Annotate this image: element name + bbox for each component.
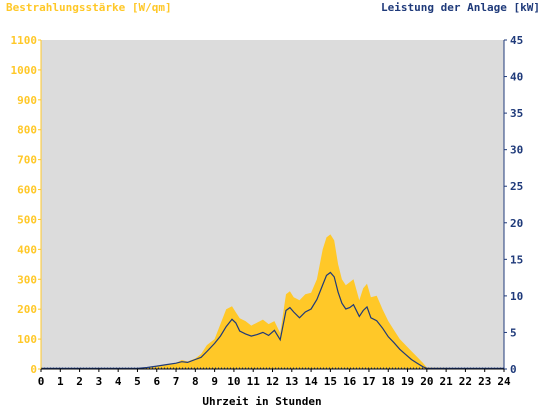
- x-tick-label: 18: [382, 375, 395, 388]
- x-tick-label: 21: [440, 375, 454, 388]
- x-tick-label: 0: [38, 375, 45, 388]
- x-tick-label: 19: [401, 375, 414, 388]
- x-tick-label: 6: [153, 375, 160, 388]
- right-tick-label: 0: [510, 363, 517, 376]
- left-tick-label: 300: [17, 273, 37, 286]
- x-tick-label: 5: [134, 375, 141, 388]
- right-axis-title: Leistung der Anlage [kW]: [381, 1, 540, 14]
- left-tick-label: 500: [17, 213, 37, 226]
- right-tick-label: 30: [510, 144, 523, 157]
- x-tick-label: 24: [497, 375, 511, 388]
- x-tick-label: 14: [304, 375, 318, 388]
- left-tick-label: 700: [17, 154, 37, 167]
- right-tick-label: 45: [510, 34, 523, 47]
- ticks-layer: 0100200300400500600700800900100011000510…: [11, 34, 524, 388]
- x-tick-label: 12: [266, 375, 279, 388]
- left-tick-label: 1000: [11, 64, 38, 77]
- left-tick-label: 800: [17, 124, 37, 137]
- x-tick-label: 8: [192, 375, 199, 388]
- series-layer: [41, 234, 504, 369]
- x-tick-label: 17: [362, 375, 375, 388]
- irradiance-area: [41, 234, 504, 369]
- right-tick-label: 40: [510, 71, 523, 84]
- x-tick-label: 10: [227, 375, 240, 388]
- right-tick-label: 10: [510, 290, 523, 303]
- x-tick-label: 3: [96, 375, 103, 388]
- x-tick-label: 1: [57, 375, 64, 388]
- left-tick-label: 400: [17, 243, 37, 256]
- x-tick-label: 2: [76, 375, 83, 388]
- left-tick-label: 600: [17, 184, 37, 197]
- left-tick-label: 900: [17, 94, 37, 107]
- x-axis-label: Uhrzeit in Stunden: [202, 395, 321, 408]
- right-tick-label: 5: [510, 326, 517, 339]
- left-tick-label: 200: [17, 303, 37, 316]
- left-tick-label: 100: [17, 333, 37, 346]
- right-tick-label: 25: [510, 180, 523, 193]
- x-tick-label: 22: [459, 375, 472, 388]
- right-tick-label: 15: [510, 253, 523, 266]
- x-tick-label: 11: [247, 375, 261, 388]
- x-tick-label: 13: [285, 375, 298, 388]
- x-tick-label: 15: [324, 375, 337, 388]
- left-tick-label: 0: [30, 363, 37, 376]
- left-tick-label: 1100: [11, 34, 38, 47]
- power-line: [41, 271, 504, 369]
- right-tick-label: 35: [510, 107, 523, 120]
- x-tick-label: 16: [343, 375, 357, 388]
- x-tick-label: 4: [115, 375, 122, 388]
- x-tick-label: 7: [173, 375, 180, 388]
- right-tick-label: 20: [510, 217, 523, 230]
- x-tick-label: 23: [478, 375, 491, 388]
- x-tick-label: 20: [420, 375, 433, 388]
- x-tick-label: 9: [211, 375, 218, 388]
- plot-area: [41, 40, 504, 369]
- left-axis-title: Bestrahlungsstärke [W/qm]: [6, 1, 172, 14]
